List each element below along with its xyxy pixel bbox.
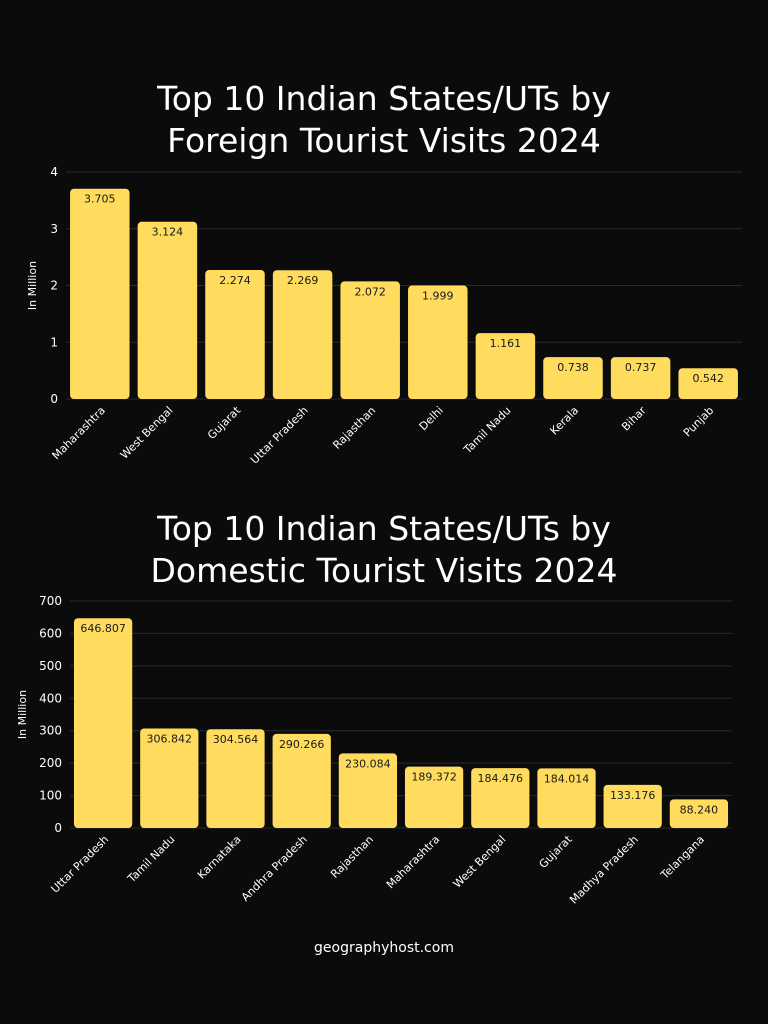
bar	[610, 357, 671, 399]
bar-value-label: 646.807	[80, 622, 126, 635]
y-tick-label: 600	[39, 626, 62, 640]
bar	[272, 270, 333, 399]
bar-value-label: 189.372	[411, 771, 457, 784]
bar	[137, 221, 198, 399]
x-tick-label: Punjab	[681, 404, 716, 439]
bar	[70, 188, 130, 399]
bar-value-label: 1.161	[490, 337, 522, 350]
x-tick-label: Uttar Pradesh	[49, 833, 112, 896]
bar-value-label: 3.124	[152, 226, 184, 239]
bar	[404, 766, 464, 828]
y-tick-label: 200	[39, 756, 62, 770]
y-tick-label: 400	[39, 691, 62, 705]
bar	[205, 269, 265, 399]
bar-value-label: 3.705	[84, 193, 116, 206]
bar	[678, 368, 738, 399]
bar-value-label: 0.738	[557, 361, 589, 374]
x-tick-label: Gujarat	[537, 832, 576, 871]
y-tick-label: 0	[50, 392, 58, 406]
bar	[140, 728, 199, 828]
bar	[272, 733, 331, 828]
domestic-tourist-bar-chart: 0 100 200 300 400 500 600 700 In Million 646.807 U…	[16, 594, 732, 907]
bar	[338, 753, 398, 828]
bar	[603, 784, 662, 828]
x-tick-label: Gujarat	[205, 403, 244, 442]
y-axis-label: In Million	[16, 690, 29, 739]
y-tick-label: 500	[39, 659, 62, 673]
y-tick-label: 0	[54, 821, 62, 835]
bar	[408, 285, 468, 399]
chart-title-foreign-line1: Top 10 Indian States/UTs by	[157, 79, 611, 118]
bar-value-label: 1.999	[422, 290, 454, 303]
x-tick-label: Madhya Pradesh	[567, 833, 641, 907]
y-tick-label: 4	[50, 165, 58, 179]
bar	[543, 357, 603, 399]
y-tick-label: 100	[39, 789, 62, 803]
chart-title-foreign: Top 10 Indian States/UTs by Foreign Tour…	[0, 78, 768, 162]
bar-value-label: 2.274	[219, 274, 251, 287]
bar-value-label: 290.266	[279, 738, 325, 751]
x-tick-label: West Bengal	[451, 833, 509, 891]
x-tick-label: Maharashtra	[384, 833, 442, 891]
bar	[206, 729, 265, 828]
x-tick-label: Tamil Nadu	[124, 833, 177, 886]
bar	[475, 333, 536, 399]
bar	[669, 799, 729, 828]
bar-value-label: 184.476	[478, 772, 524, 785]
bar	[73, 618, 133, 828]
foreign-tourist-bar-chart: 0 1 2 3 4 In Million 3.705 Maharashtra 3.124 West…	[26, 165, 742, 467]
x-tick-label: Uttar Pradesh	[248, 404, 311, 467]
bar-value-label: 230.084	[345, 757, 391, 770]
bar-value-label: 306.842	[147, 732, 193, 745]
y-tick-label: 700	[39, 594, 62, 608]
x-tick-label: Tamil Nadu	[461, 404, 514, 457]
bar	[340, 281, 400, 399]
x-tick-label: Rajasthan	[328, 833, 376, 881]
bar	[471, 768, 530, 828]
x-tick-label: Rajasthan	[330, 404, 378, 452]
chart-title-foreign-line2: Foreign Tourist Visits 2024	[167, 121, 601, 160]
x-tick-label: Kerala	[548, 404, 582, 438]
chart-title-domestic-line2: Domestic Tourist Visits 2024	[150, 551, 618, 590]
y-tick-label: 3	[50, 222, 58, 236]
x-tick-label: Telangana	[658, 833, 707, 882]
bar-value-label: 0.737	[625, 361, 657, 374]
bar-value-label: 0.542	[692, 372, 724, 385]
bar-value-label: 88.240	[680, 803, 719, 816]
source-footer: geographyhost.com	[314, 940, 454, 956]
bar-value-label: 2.269	[287, 274, 319, 287]
bar	[537, 768, 596, 828]
x-tick-label: Delhi	[417, 404, 446, 433]
chart-title-domestic-line1: Top 10 Indian States/UTs by	[157, 509, 611, 548]
bar-value-label: 2.072	[354, 285, 386, 298]
x-tick-label: West Bengal	[118, 404, 176, 462]
y-tick-label: 2	[50, 279, 58, 293]
x-tick-label: Bihar	[619, 404, 649, 434]
x-tick-label: Maharashtra	[50, 404, 108, 462]
bar-value-label: 304.564	[213, 733, 259, 746]
y-axis-label: In Million	[26, 261, 39, 310]
bar-value-label: 184.014	[544, 772, 590, 785]
bar-value-label: 133.176	[610, 789, 656, 802]
y-tick-label: 300	[39, 724, 62, 738]
x-tick-label: Karnataka	[195, 833, 244, 882]
y-tick-label: 1	[50, 335, 58, 349]
chart-title-domestic: Top 10 Indian States/UTs by Domestic Tou…	[0, 508, 768, 592]
x-tick-label: Andhra Pradesh	[239, 833, 310, 904]
